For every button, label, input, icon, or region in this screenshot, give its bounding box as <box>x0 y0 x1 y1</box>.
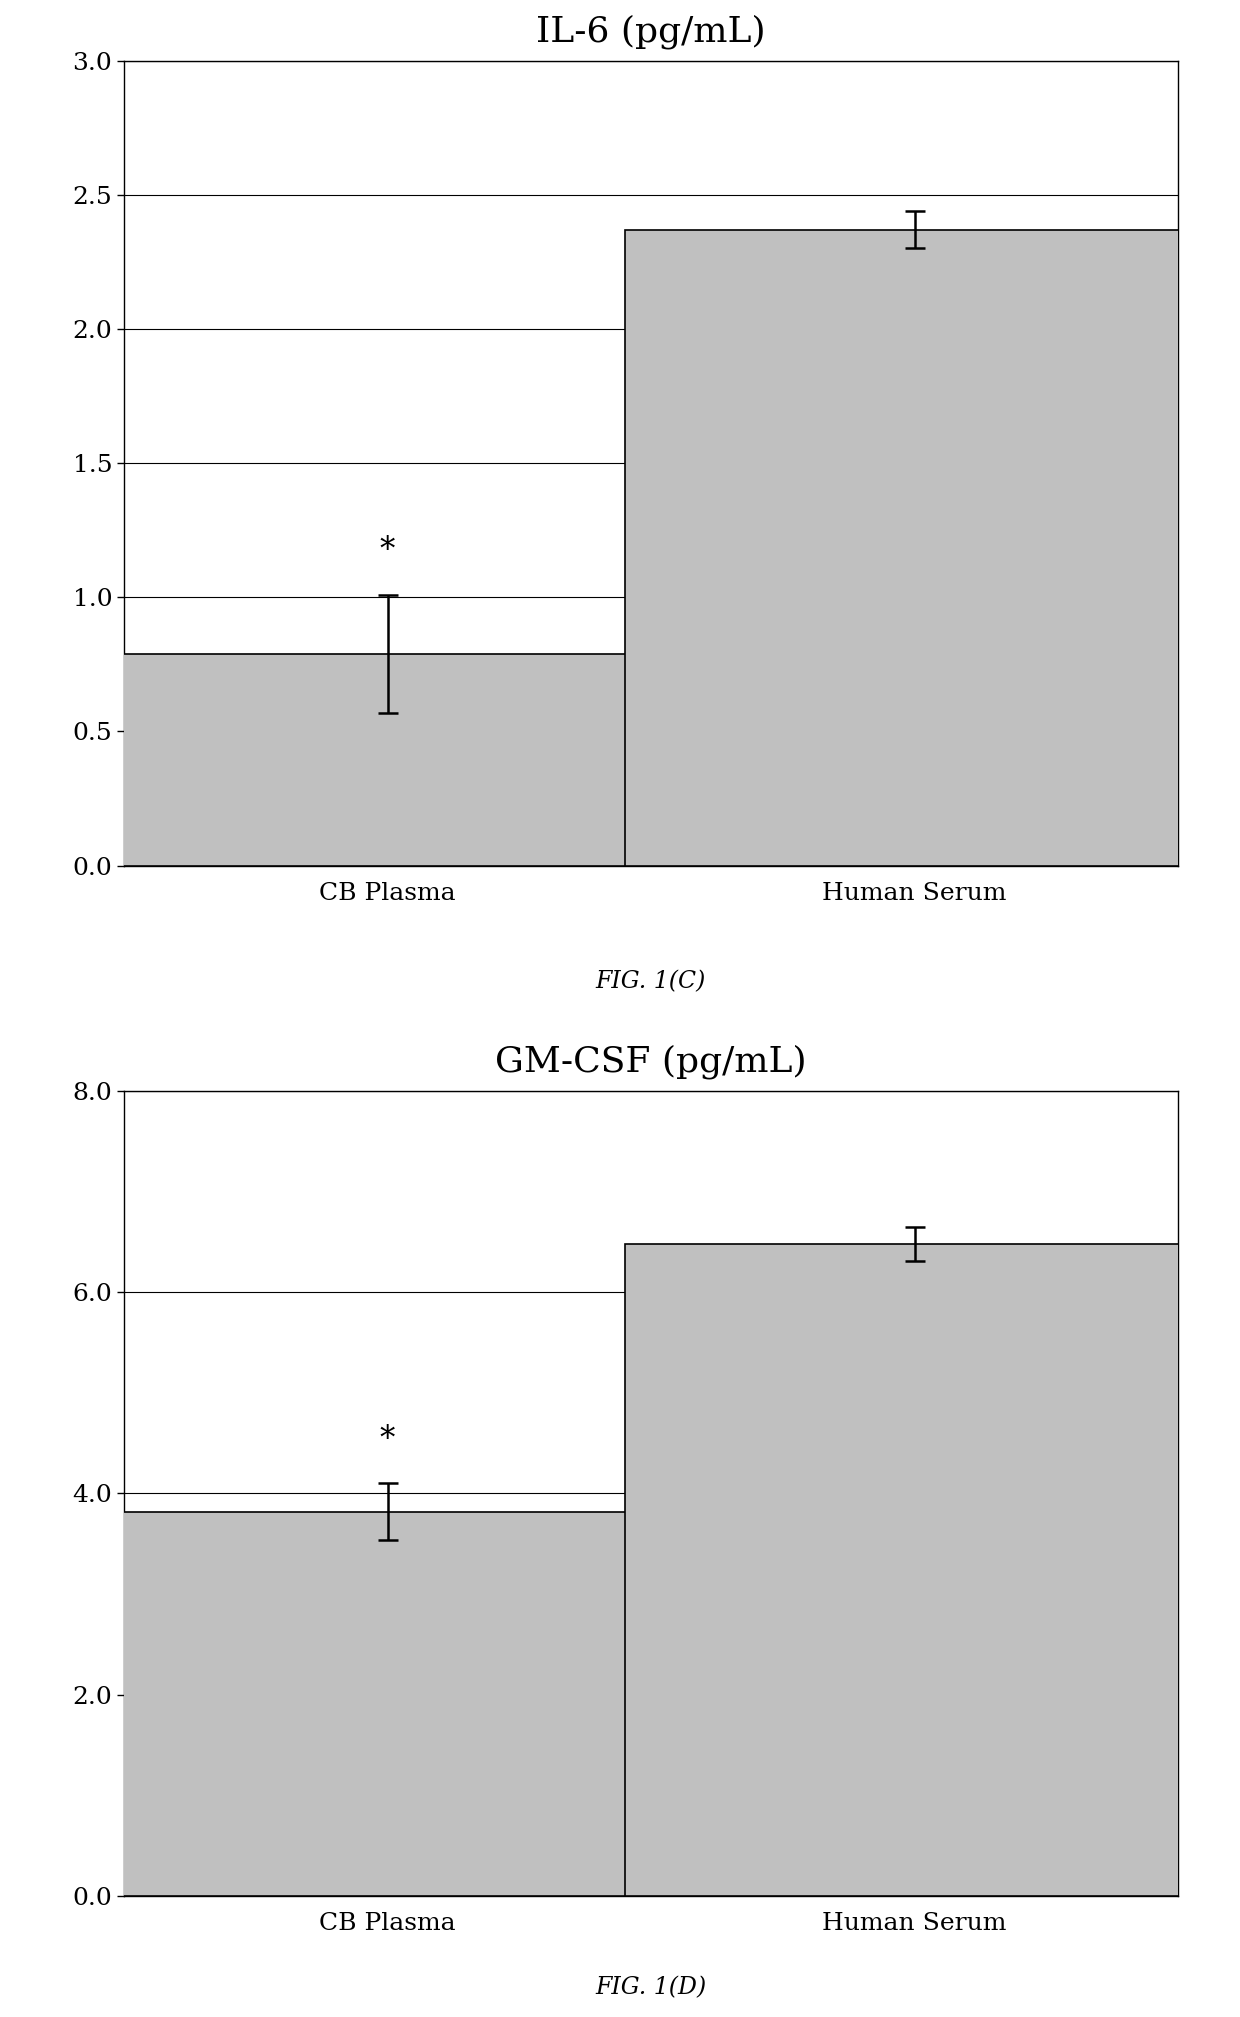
Text: FIG. 1(C): FIG. 1(C) <box>595 970 707 992</box>
Bar <box>98 654 677 865</box>
Text: *: * <box>379 1424 396 1454</box>
Bar <box>98 1511 677 1896</box>
Title: GM-CSF (pg/mL): GM-CSF (pg/mL) <box>495 1045 807 1079</box>
Text: *: * <box>379 535 396 567</box>
Text: FIG. 1(D): FIG. 1(D) <box>595 1977 707 1999</box>
Title: IL-6 (pg/mL): IL-6 (pg/mL) <box>536 14 766 48</box>
Bar <box>625 230 1204 865</box>
Bar <box>625 1244 1204 1896</box>
